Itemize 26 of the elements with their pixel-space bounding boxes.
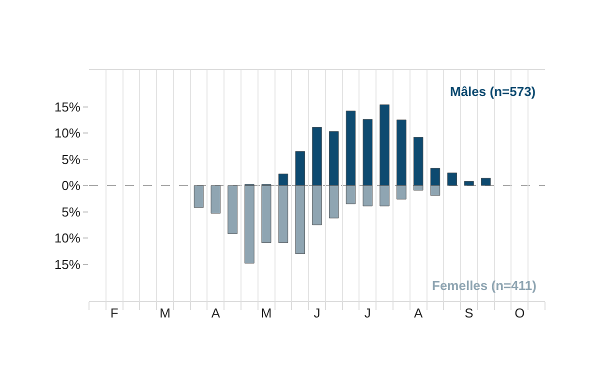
y-tick-label: 15% [54,99,81,114]
y-tick-label: 10% [54,230,81,246]
bar [447,172,458,186]
text: Mâles (n=573) [450,84,536,99]
x-tick-label: O [514,306,525,321]
bar [464,181,474,186]
bar [261,185,272,243]
x-tick-label: M [260,306,272,321]
x-tick-label: S [464,306,474,321]
x-tick-label: J [314,306,320,321]
y-tick-label: 0% [62,178,81,194]
y-tick-label: 5% [62,204,81,220]
x-tick-label: F [110,306,118,321]
x-tick-label: A [211,306,220,321]
bar [244,185,254,264]
text: Femelles (n=411) [432,278,536,293]
bar [194,185,204,208]
x-tick-label: J [364,306,371,321]
y-tick-label: 15% [54,256,81,272]
x-tick-label: A [414,306,423,321]
y-tick-label: 5% [62,152,81,167]
y-tick-label: 10% [54,126,81,141]
bar [480,178,491,186]
bar [210,185,221,214]
bar [228,185,238,234]
x-tick-label: M [160,306,170,321]
